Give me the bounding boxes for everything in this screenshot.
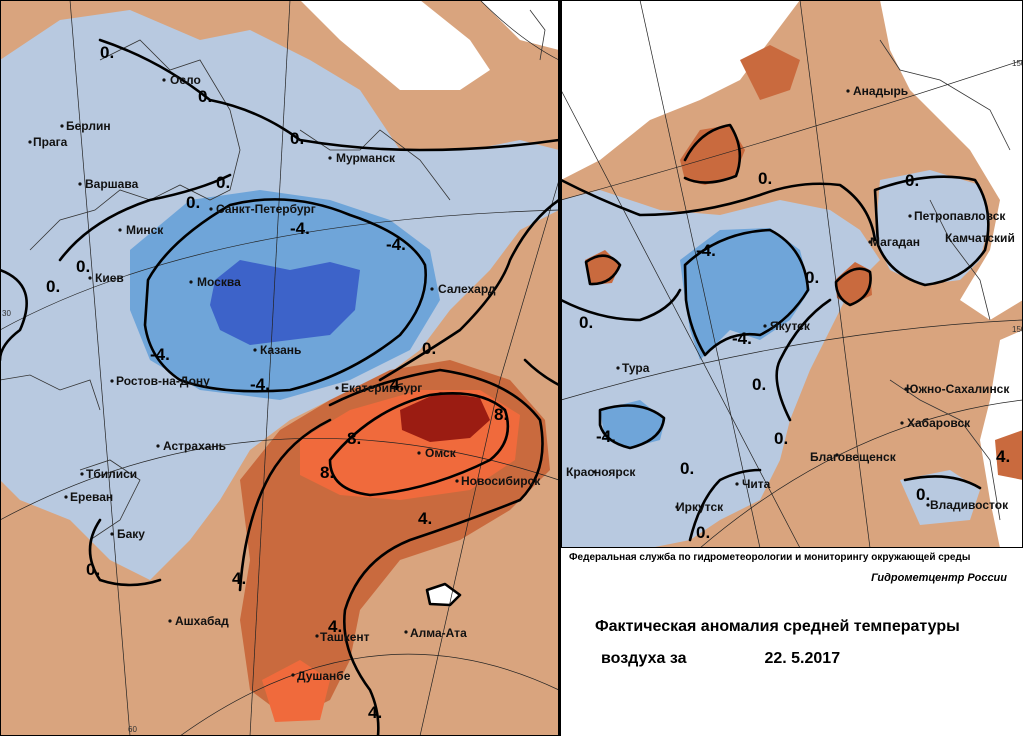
isoline-label: 0. [805, 268, 819, 287]
city-label: Омск [425, 446, 457, 460]
city-label: Хабаровск [907, 416, 971, 430]
city-label: Ереван [70, 490, 113, 504]
date-label: 22. 5.2017 [764, 650, 841, 667]
isoline-label: 0. [696, 523, 710, 542]
isoline-label: -4. [696, 241, 716, 260]
isoline-label: 0. [905, 171, 919, 190]
west-panel [0, 0, 561, 736]
isoline-label: 0. [76, 257, 90, 276]
city-label: Якутск [770, 319, 811, 333]
isoline-label: 0. [579, 313, 593, 332]
city-label: Красноярск [566, 465, 636, 479]
city-label: Анадырь [853, 84, 908, 98]
city-label: Тура [622, 361, 650, 375]
isoline-label: 0. [422, 339, 436, 358]
city-label: Южно-Сахалинск [906, 382, 1010, 396]
isoline-label: 0. [198, 87, 212, 106]
isoline-label: 0. [216, 173, 230, 192]
isoline-label: -4. [250, 375, 270, 394]
east-isoline-labels: 0. 0. 0. 0. -4. -4. -4. 0. 0. 0. 0. 0. 4… [579, 169, 1010, 542]
city-label: Киев [95, 271, 124, 285]
city-label: Алма-Ата [410, 626, 467, 640]
city-label: Магадан [870, 235, 920, 249]
isoline-label: -4. [732, 329, 752, 348]
isoline-label: 0. [100, 43, 114, 62]
city-label: Осло [170, 73, 201, 87]
city-label: Благовещенск [810, 450, 897, 464]
isoline-label: 4. [368, 703, 382, 722]
city-label: Москва [197, 275, 241, 289]
degree-label: 150 [1012, 325, 1023, 334]
city-label: Екатеринбург [341, 381, 422, 395]
degree-label: 30 [2, 309, 11, 318]
city-label: Баку [117, 527, 145, 541]
city-label: Душанбе [297, 669, 351, 683]
subtitle-text: воздуха за [601, 650, 687, 667]
west-isoline-labels: 0. 0. 0. 0. 0. 0. -4. -4. -4. -4. 0. 0. … [46, 43, 508, 722]
degree-label: 60 [128, 725, 137, 734]
city-label: Салехард [438, 282, 496, 296]
city-label: Минск [126, 223, 164, 237]
isoline-label: 0. [86, 560, 100, 579]
isoline-label: 4. [328, 617, 342, 636]
city-label: Берлин [66, 119, 111, 133]
isoline-label: -4. [290, 219, 310, 238]
west-cities: Осло Берлин Прага Варшава Мурманск Минск… [28, 73, 541, 683]
city-label: Варшава [85, 177, 139, 191]
isoline-label: -4. [596, 427, 616, 446]
agency-label: Федеральная служба по гидрометеорологии … [569, 552, 971, 563]
city-label: Иркутск [676, 500, 724, 514]
city-label: Тбилиси [86, 467, 137, 481]
isoline-label: 0. [916, 485, 930, 504]
isoline-label: 4. [418, 509, 432, 528]
east-cities: Анадырь Петропавловск Камчатский Магадан… [566, 84, 1015, 514]
city-label: Астрахань [163, 439, 226, 453]
map-title: Фактическая аномалия средней температуры [595, 618, 960, 635]
isoline-label: 0. [752, 375, 766, 394]
city-label: Владивосток [930, 498, 1009, 512]
isoline-label: 0. [186, 193, 200, 212]
city-label: Камчатский [945, 231, 1015, 245]
degree-label: 150 [1012, 59, 1023, 68]
city-label: Ростов-на-Дону [116, 374, 210, 388]
city-label: Прага [33, 135, 68, 149]
isoline-label: 0. [290, 129, 304, 148]
city-label: Казань [260, 343, 301, 357]
city-label: Чита [742, 477, 771, 491]
isoline-label: 0. [758, 169, 772, 188]
city-label: Петропавловск [914, 209, 1006, 223]
isoline-label: 8. [320, 463, 334, 482]
isoline-label: 4. [390, 375, 404, 394]
isoline-label: 0. [774, 429, 788, 448]
isoline-label: -4. [150, 345, 170, 364]
panel-divider [559, 0, 561, 736]
city-label: Санкт-Петербург [216, 202, 316, 216]
isoline-label: 0. [680, 459, 694, 478]
city-label: Мурманск [336, 151, 396, 165]
isoline-label: 8. [494, 405, 508, 424]
isoline-label: 4. [996, 447, 1010, 466]
isoline-label: 8. [347, 429, 361, 448]
isoline-label: -4. [386, 235, 406, 254]
city-label: Ашхабад [175, 614, 229, 628]
center-label: Гидрометцентр России [871, 572, 1007, 584]
east-panel [559, 0, 1023, 549]
city-label: Ташкент [320, 630, 370, 644]
info-panel: Федеральная служба по гидрометеорологии … [563, 548, 1023, 736]
isoline-label: 4. [232, 569, 246, 588]
city-label: Новосибирск [461, 474, 541, 488]
isoline-label: 0. [46, 277, 60, 296]
map-subtitle: воздуха за 22. 5.2017 [601, 650, 840, 668]
